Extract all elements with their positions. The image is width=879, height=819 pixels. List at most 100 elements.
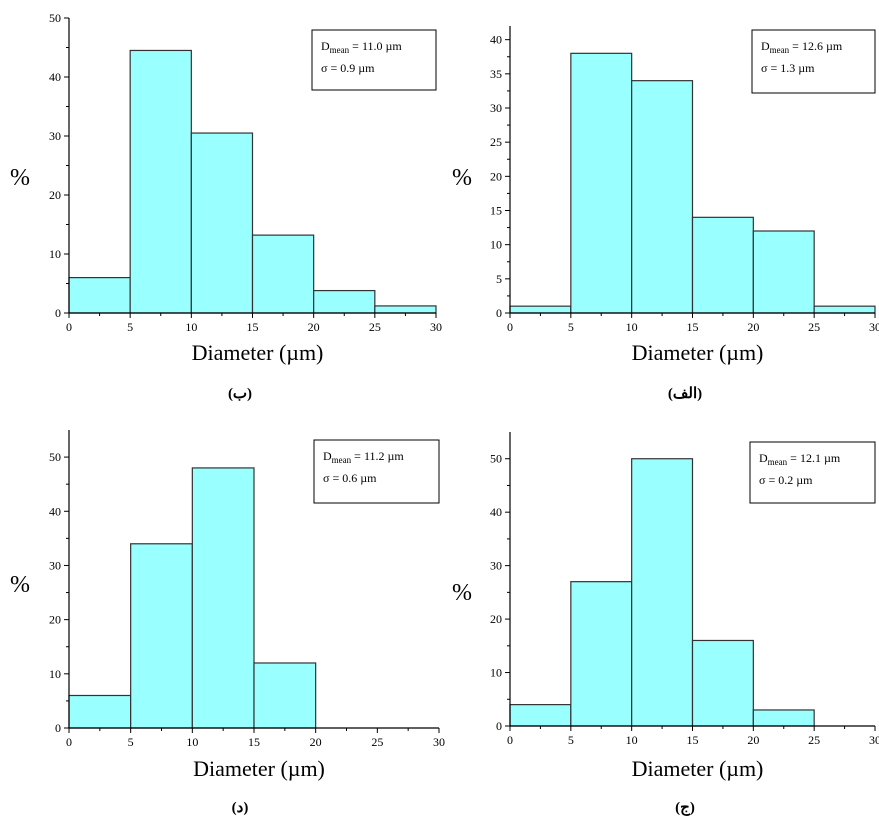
x-tick-label: 20: [310, 735, 322, 749]
x-tick-label: 20: [308, 320, 320, 334]
x-tick-label: 5: [128, 735, 134, 749]
y-tick-label: 10: [49, 247, 61, 261]
y-tick-label: 50: [490, 452, 502, 466]
histogram-bar: [752, 230, 815, 314]
histogram-bar: [313, 289, 376, 314]
x-tick-label: 20: [747, 733, 759, 747]
histogram-bar: [691, 639, 754, 727]
stats-mean: Dmean = 11.2 µm: [323, 449, 404, 465]
histogram-bar: [68, 694, 132, 729]
stats-mean: Dmean = 12.1 µm: [759, 451, 841, 467]
panel-caption: (د): [232, 800, 249, 816]
x-axis-label: Diameter (µm): [632, 340, 764, 365]
x-tick-label: 15: [687, 320, 699, 334]
histogram-bar: [253, 662, 317, 729]
histogram-bar: [129, 49, 192, 314]
histogram-bar: [68, 277, 131, 314]
x-tick-label: 15: [248, 735, 260, 749]
histogram-panel-3: 0 5 10 15 20 25 30 0 10 20 30 40 50% Diameter (µm) Dme…: [10, 430, 445, 816]
histogram-bar: [374, 305, 437, 314]
histogram-panel-2: 0 5 10 15 20 25 30 0 5 10 15 20 25 30 35 40% Diameter (µ…: [452, 26, 879, 402]
stats-sigma: σ = 0.9 µm: [321, 61, 375, 75]
x-tick-label: 10: [626, 320, 638, 334]
x-tick-label: 30: [869, 733, 879, 747]
x-tick-label: 25: [808, 733, 820, 747]
histogram-bar: [251, 234, 315, 314]
x-tick-label: 25: [371, 735, 383, 749]
y-tick-label: 40: [49, 504, 61, 518]
stats-box: [311, 29, 437, 91]
stats-box: [313, 439, 440, 504]
y-axis-label: %: [10, 572, 30, 598]
panel-caption: (الف): [668, 386, 702, 402]
stats-box: [751, 29, 876, 94]
histogram-bar: [509, 704, 572, 727]
x-tick-label: 0: [66, 320, 72, 334]
y-axis-label: %: [10, 165, 30, 191]
x-axis-label: Diameter (µm): [192, 340, 324, 365]
x-tick-label: 10: [626, 733, 638, 747]
x-tick-label: 15: [247, 320, 259, 334]
histogram-bar: [509, 305, 572, 314]
y-tick-label: 30: [49, 129, 61, 143]
x-tick-label: 15: [687, 733, 699, 747]
histogram-panel-4: 0 5 10 15 20 25 30 0 10 20 30 40 50% Diameter (µm) Dme…: [452, 432, 879, 816]
x-tick-label: 5: [127, 320, 133, 334]
x-axis-label: Diameter (µm): [632, 756, 764, 781]
x-tick-label: 20: [747, 320, 759, 334]
stats-sigma: σ = 0.6 µm: [323, 471, 377, 485]
y-tick-label: 20: [49, 188, 61, 202]
y-tick-label: 20: [490, 612, 502, 626]
histogram-bar: [631, 80, 694, 314]
y-tick-label: 40: [490, 33, 502, 47]
y-tick-label: 0: [496, 306, 502, 320]
y-tick-label: 30: [490, 559, 502, 573]
y-axis-label: %: [452, 165, 472, 191]
x-tick-label: 25: [808, 320, 820, 334]
y-tick-label: 30: [490, 101, 502, 115]
y-tick-label: 20: [49, 613, 61, 627]
x-tick-label: 25: [369, 320, 381, 334]
stats-mean: Dmean = 11.0 µm: [321, 39, 402, 55]
y-tick-label: 15: [490, 204, 502, 218]
y-tick-label: 10: [490, 666, 502, 680]
stats-sigma: σ = 0.2 µm: [759, 473, 813, 487]
histogram-bar: [813, 305, 876, 314]
y-tick-label: 50: [49, 450, 61, 464]
x-axis-label: Diameter (µm): [193, 756, 325, 781]
x-tick-label: 30: [430, 320, 442, 334]
y-tick-label: 50: [49, 11, 61, 25]
y-tick-label: 40: [49, 70, 61, 84]
x-tick-label: 30: [869, 320, 879, 334]
histogram-bar: [752, 709, 815, 727]
stats-mean: Dmean = 12.6 µm: [761, 39, 843, 55]
y-tick-label: 25: [490, 135, 502, 149]
y-tick-label: 40: [490, 505, 502, 519]
stats-sigma: σ = 1.3 µm: [761, 61, 815, 75]
x-tick-label: 5: [568, 320, 574, 334]
x-tick-label: 10: [186, 735, 198, 749]
x-tick-label: 10: [185, 320, 197, 334]
x-tick-label: 5: [568, 733, 574, 747]
histogram-panel-1: 0 5 10 15 20 25 30 0 10 20 30 40 50% Diameter (µm) Dme…: [10, 11, 442, 402]
histogram-bar: [631, 458, 694, 727]
y-tick-label: 0: [496, 719, 502, 733]
panel-caption: (ج): [675, 800, 695, 816]
y-tick-label: 35: [490, 67, 502, 81]
stats-box: [749, 441, 876, 504]
histogram-bar: [190, 132, 254, 314]
y-tick-label: 10: [490, 238, 502, 252]
y-tick-label: 5: [496, 272, 502, 286]
y-tick-label: 20: [490, 169, 502, 183]
histogram-bar: [130, 543, 193, 729]
histogram-bar: [570, 581, 633, 727]
x-tick-label: 30: [433, 735, 445, 749]
panel-caption: (ب): [228, 386, 252, 402]
histogram-bar: [691, 216, 754, 314]
y-tick-label: 0: [55, 721, 61, 735]
y-axis-label: %: [452, 580, 472, 606]
x-tick-label: 0: [507, 733, 513, 747]
histogram-bar: [570, 52, 633, 314]
histogram-bar: [191, 467, 255, 729]
